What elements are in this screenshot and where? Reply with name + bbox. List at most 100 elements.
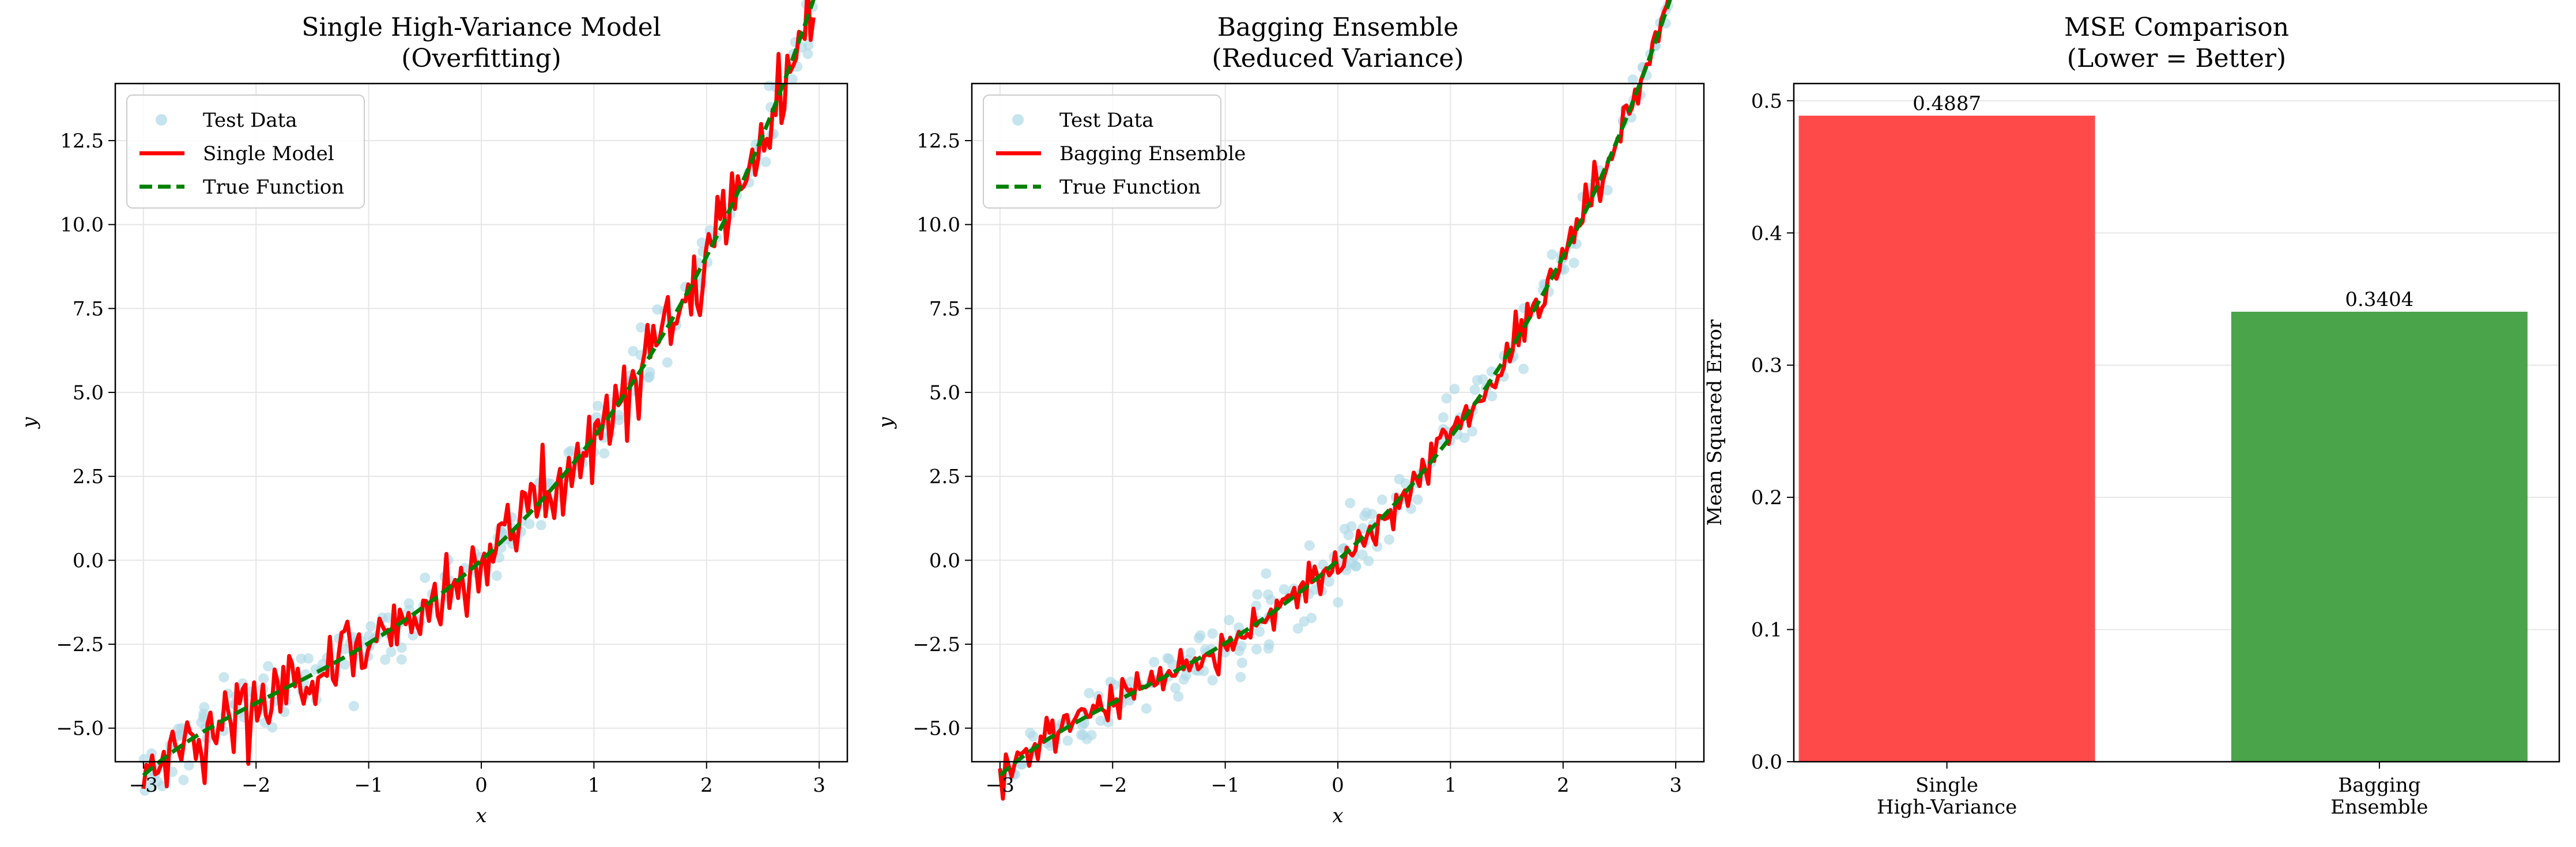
panel1-legend: Test Data Single Model True Function bbox=[126, 94, 365, 209]
panel3-title-line1: MSE Comparison bbox=[2064, 13, 2289, 42]
test-data-point bbox=[1438, 412, 1449, 423]
model-prediction-line bbox=[141, 0, 816, 789]
test-data-point bbox=[1167, 659, 1178, 670]
test-data-point bbox=[1487, 391, 1498, 402]
legend-label-test-data: Test Data bbox=[1059, 109, 1154, 132]
true-function-line bbox=[142, 0, 816, 777]
x-tick-label: 0 bbox=[475, 774, 488, 797]
y-tick-label: 0.5 bbox=[1751, 90, 1782, 113]
test-data-point bbox=[263, 661, 274, 672]
y-tick-label: 7.5 bbox=[929, 297, 960, 320]
test-data-point bbox=[1394, 474, 1405, 485]
panel3-ylabel: Mean Squared Error bbox=[1703, 319, 1726, 526]
panel2-title-line1: Bagging Ensemble bbox=[1217, 13, 1459, 42]
test-data-point bbox=[1234, 622, 1244, 633]
test-data-point bbox=[1333, 597, 1344, 608]
y-tick-label: −2.5 bbox=[912, 633, 960, 656]
x-tick-label: −1 bbox=[354, 774, 383, 797]
test-data-point bbox=[1251, 644, 1262, 655]
test-data-point bbox=[1472, 375, 1483, 385]
test-data-point bbox=[1345, 498, 1356, 509]
test-data-point bbox=[1376, 494, 1387, 505]
category-label: Ensemble bbox=[2330, 796, 2428, 819]
test-data-point bbox=[1363, 555, 1374, 566]
test-data-point bbox=[1076, 729, 1087, 740]
test-data-point bbox=[1602, 185, 1613, 195]
test-data-point bbox=[1170, 683, 1181, 693]
test-data-point bbox=[1261, 568, 1272, 579]
panel3-marks: 0.4887 0.3404 bbox=[1798, 92, 2528, 762]
y-tick-label: 0.2 bbox=[1751, 486, 1782, 509]
test-data-point bbox=[348, 701, 359, 712]
test-data-point bbox=[183, 760, 194, 771]
test-data-point bbox=[1350, 561, 1361, 572]
test-data-point bbox=[1207, 628, 1218, 639]
y-tick-label: 0.1 bbox=[1751, 619, 1782, 642]
panel-bagging-ensemble: Bagging Ensemble (Reduced Variance) −5.0… bbox=[874, 0, 1705, 827]
test-data-point bbox=[643, 372, 654, 383]
test-data-point bbox=[296, 653, 307, 664]
y-tick-label: 0.3 bbox=[1751, 354, 1782, 377]
test-data-point bbox=[1141, 703, 1152, 714]
test-data-point bbox=[1236, 641, 1247, 652]
test-data-point bbox=[1299, 616, 1310, 627]
test-data-point bbox=[1469, 384, 1480, 395]
true-function-line bbox=[998, 0, 1672, 777]
x-tick-label: −1 bbox=[1211, 774, 1240, 797]
y-tick-label: 0.0 bbox=[1751, 751, 1782, 774]
y-tick-label: 0.0 bbox=[929, 549, 960, 572]
bar-data-label: 0.3404 bbox=[2345, 288, 2413, 311]
panel1-title-line1: Single High-Variance Model bbox=[301, 13, 661, 42]
test-data-point bbox=[1084, 687, 1095, 698]
panel3-title-line2: (Lower = Better) bbox=[2067, 44, 2286, 73]
test-data-point bbox=[1254, 626, 1265, 637]
panel2-legend: Test Data Bagging Ensemble True Function bbox=[983, 94, 1246, 209]
y-tick-label: 0.4 bbox=[1751, 222, 1782, 245]
test-data-point bbox=[1207, 675, 1218, 686]
test-data-point bbox=[1467, 426, 1477, 437]
bar-single-model bbox=[1798, 115, 2095, 762]
test-data-point bbox=[1149, 657, 1160, 667]
panel2-title-line2: (Reduced Variance) bbox=[1212, 44, 1464, 73]
panel1-title-line2: (Overfitting) bbox=[401, 44, 561, 73]
test-data-point bbox=[1236, 657, 1247, 668]
test-data-point bbox=[628, 346, 639, 357]
test-data-point bbox=[1568, 258, 1579, 269]
test-data-point bbox=[386, 646, 397, 657]
y-tick-label: 10.0 bbox=[60, 214, 104, 237]
test-data-point bbox=[339, 644, 350, 655]
y-tick-label: 10.0 bbox=[917, 214, 960, 237]
test-data-point bbox=[1412, 494, 1423, 505]
test-data-point bbox=[1028, 731, 1039, 742]
legend-label-single-model: Single Model bbox=[203, 142, 334, 165]
x-tick-label: 1 bbox=[1444, 774, 1457, 797]
x-tick-label: 3 bbox=[813, 774, 825, 797]
panel2-ylabel: y bbox=[874, 417, 897, 429]
y-tick-label: −2.5 bbox=[56, 633, 104, 656]
bar-bagging-ensemble bbox=[2231, 312, 2528, 762]
test-data-point bbox=[696, 237, 707, 248]
x-tick-label: 2 bbox=[1557, 774, 1570, 797]
panel2-ticks: −5.0 −2.5 0.0 2.5 5.0 7.5 10.0 12.5 −3 −2 −1 0 1 2 3 bbox=[912, 130, 1682, 797]
panel-single-model: Single High-Variance Model (Overfitting)… bbox=[18, 0, 848, 827]
x-tick-label: −3 bbox=[986, 774, 1014, 797]
test-data-point bbox=[1062, 735, 1073, 746]
test-data-point bbox=[1252, 589, 1263, 600]
legend-label-bagging-ensemble: Bagging Ensemble bbox=[1059, 142, 1246, 165]
test-data-point bbox=[258, 673, 269, 684]
panel1-marks bbox=[138, 0, 818, 796]
test-data-point bbox=[340, 659, 350, 670]
test-data-point bbox=[1126, 676, 1136, 687]
panel1-ticks: −5.0 −2.5 0.0 2.5 5.0 7.5 10.0 12.5 −3 −2 −1 0 1 2 3 bbox=[56, 130, 825, 797]
test-data-point bbox=[802, 48, 813, 59]
y-tick-label: −5.0 bbox=[912, 717, 960, 740]
test-data-point bbox=[636, 322, 647, 333]
test-data-point bbox=[1518, 364, 1529, 375]
legend-label-test-data: Test Data bbox=[203, 109, 297, 132]
test-data-point bbox=[1324, 576, 1334, 587]
category-label: High-Variance bbox=[1877, 796, 2017, 819]
panel3-frame bbox=[1793, 82, 2560, 763]
panel1-ylabel: y bbox=[18, 417, 41, 429]
y-tick-label: −5.0 bbox=[56, 717, 104, 740]
